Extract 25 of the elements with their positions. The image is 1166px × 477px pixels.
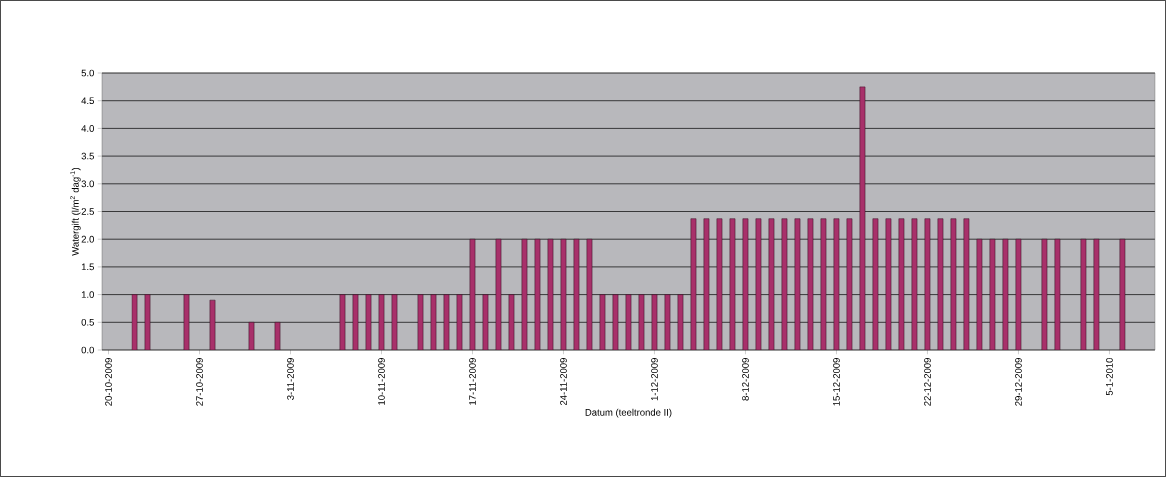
x-axis-title: Datum (teeltronde II): [585, 408, 672, 418]
y-tick-label: 0.0: [81, 346, 94, 354]
y-tick-label: 3.5: [81, 152, 94, 160]
y-tick-label: 2.5: [81, 208, 94, 215]
y-tick-label: 1.5: [81, 263, 94, 271]
x-tick-label: 8-12-2009: [742, 358, 749, 401]
y-tick-label: 2.0: [81, 235, 94, 243]
x-tick-label: 22-12-2009: [924, 358, 931, 406]
x-tick-label: 29-12-2009: [1015, 358, 1022, 406]
x-tick-label: 24-11-2009: [560, 358, 567, 406]
x-tick-label: 10-11-2009: [378, 358, 385, 405]
y-tick-label: 0.5: [81, 318, 94, 326]
y-tick-label: 4.5: [81, 97, 94, 105]
y-axis-title: Watergift (l/m$^{2}$ dag$^{-1}$): [70, 167, 81, 256]
y-tick-label: 5.0: [81, 69, 94, 77]
x-tick-label: 15-12-2009: [833, 358, 840, 406]
x-tick-label: 20-10-2009: [105, 358, 112, 406]
x-tick-label: 3-11-2009: [287, 358, 294, 400]
y-tick-label: 3.0: [81, 180, 94, 188]
y-tick-label: 4.0: [81, 125, 94, 132]
x-tick-label: 1-12-2009: [651, 358, 658, 401]
x-tick-label: 17-11-2009: [469, 358, 476, 405]
y-tick-label: 1.0: [81, 291, 94, 298]
x-tick-label: 5-1-2010: [1106, 358, 1113, 396]
x-tick-label: 27-10-2009: [196, 358, 203, 406]
